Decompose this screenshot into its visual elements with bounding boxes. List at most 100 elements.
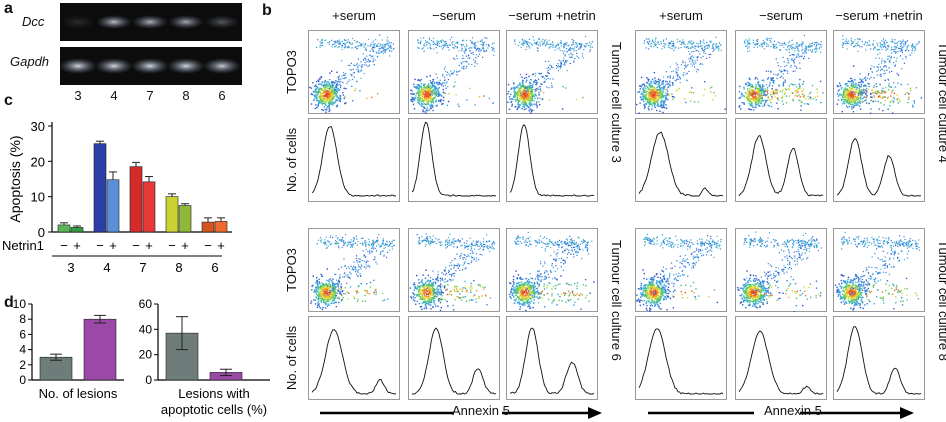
lane-number: 4 — [110, 88, 118, 103]
category-label: 6 — [211, 260, 218, 275]
bar — [57, 224, 71, 233]
row-label-topo3: TOPO3 — [284, 50, 299, 94]
column-header: −serum — [759, 8, 803, 23]
dot-plot — [735, 228, 827, 312]
column-header: −serum +netrin — [508, 8, 596, 23]
sign-label: + — [109, 238, 117, 253]
panel-label-c: c — [4, 92, 13, 109]
sign-label: − — [168, 238, 176, 253]
y-tick-label: 6 — [19, 327, 26, 341]
category-label: 4 — [103, 260, 110, 275]
y-axis-label: Apoptosis (%) — [7, 135, 23, 222]
y-tick-label: 40 — [139, 322, 153, 336]
y-tick-label: 20 — [31, 154, 45, 169]
lane-number: 3 — [74, 88, 82, 103]
gel-image — [60, 3, 242, 85]
category-label: 7 — [139, 260, 146, 275]
bar — [70, 227, 84, 233]
row-label-cells: No. of cells — [284, 325, 299, 391]
column-header: +serum — [332, 8, 376, 23]
dot-plot — [833, 30, 925, 114]
sign-label: + — [217, 238, 225, 253]
histogram-plot — [735, 316, 827, 400]
bar — [165, 332, 199, 381]
y-tick-label: 60 — [139, 297, 153, 311]
lane-number: 6 — [218, 88, 226, 103]
x-axis-label: apoptotic cells (%) — [161, 402, 267, 417]
histogram-plot — [408, 316, 500, 400]
netrin-label: Netrin1 — [2, 238, 44, 253]
bar — [83, 318, 117, 381]
dcc-band — [96, 15, 132, 29]
y-tick-label: 0 — [38, 225, 45, 240]
lane-number: 7 — [146, 88, 154, 103]
column-header: +serum — [659, 8, 703, 23]
dcc-band — [132, 15, 168, 29]
panel-label-a: a — [4, 0, 13, 17]
histogram-plot — [408, 118, 500, 202]
column-header: −serum +netrin — [835, 8, 923, 23]
lane-number: 8 — [182, 88, 190, 103]
dcc-band — [168, 15, 204, 29]
histogram-plot — [635, 316, 727, 400]
bar — [106, 179, 120, 233]
bar — [142, 181, 156, 233]
bar — [214, 221, 228, 233]
bar — [165, 196, 179, 233]
gapdh-band — [95, 58, 133, 74]
annexin-label-left: Annexin 5 — [452, 403, 510, 418]
y-tick-label: 8 — [19, 312, 26, 326]
histogram-plot — [735, 118, 827, 202]
histogram-plot — [833, 316, 925, 400]
histogram-plot — [506, 316, 598, 400]
y-tick-label: 10 — [31, 190, 45, 205]
gapdh-band — [60, 58, 97, 74]
x-axis-label: Lesions with — [178, 386, 250, 401]
category-label: 3 — [67, 260, 74, 275]
histogram-plot — [308, 118, 400, 202]
bar — [93, 143, 107, 233]
histogram-plot — [308, 316, 400, 400]
column-header: −serum — [432, 8, 476, 23]
category-label: 8 — [175, 260, 182, 275]
dot-plot — [308, 30, 400, 114]
sign-label: + — [181, 238, 189, 253]
x-axis-label: No. of lesions — [39, 386, 118, 401]
dcc-band — [204, 15, 240, 29]
annexin-label-right: Annexin 5 — [764, 403, 822, 418]
dot-plot — [408, 228, 500, 312]
y-tick-label: 10 — [13, 297, 27, 311]
dot-plot — [408, 30, 500, 114]
histogram-plot — [833, 118, 925, 202]
arrow-head-left — [588, 407, 602, 419]
sign-label: + — [145, 238, 153, 253]
bar — [201, 221, 215, 233]
histogram-plot — [635, 118, 727, 202]
dot-plot — [506, 228, 598, 312]
gapdh-band — [131, 58, 169, 74]
y-tick-label: 20 — [139, 348, 153, 362]
panel-label-d: d — [4, 294, 14, 311]
histogram-plot — [506, 118, 598, 202]
y-tick-label: 2 — [19, 358, 26, 372]
sign-label: − — [60, 238, 68, 253]
gel-label-dcc: Dcc — [22, 14, 45, 29]
dot-plot — [833, 228, 925, 312]
row-label-cells: No. of cells — [284, 127, 299, 193]
dot-plot — [308, 228, 400, 312]
bar — [178, 205, 192, 233]
sign-label: − — [132, 238, 140, 253]
y-tick-label: 0 — [19, 373, 26, 387]
sign-label: − — [96, 238, 104, 253]
y-tick-label: 4 — [19, 343, 26, 357]
dot-plot — [735, 30, 827, 114]
annexin-arrows — [320, 407, 914, 419]
sign-label: + — [73, 238, 81, 253]
row-label-topo3: TOPO3 — [284, 248, 299, 292]
gapdh-band — [167, 58, 205, 74]
bar — [129, 166, 143, 233]
sign-label: − — [204, 238, 212, 253]
